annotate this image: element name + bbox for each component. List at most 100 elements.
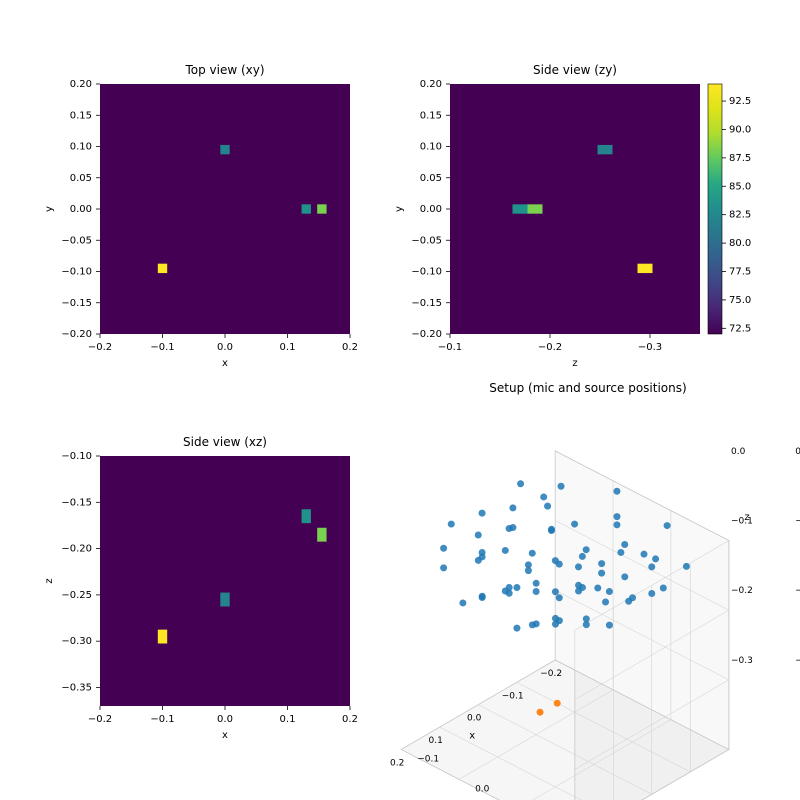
- side-zy-panel: Side view (zy)−0.1−0.2−0.3z−0.20−0.15−0.…: [394, 63, 700, 369]
- side-xz-xtick: 0.0: [217, 714, 233, 725]
- side-xz-xtick: 0.1: [280, 714, 296, 725]
- xtick3d: 0.0: [467, 714, 482, 724]
- mic-point: [533, 588, 540, 595]
- side-zy-cell: [638, 264, 653, 273]
- top-xy-ytick: 0.10: [70, 142, 92, 153]
- mic-point: [606, 622, 613, 629]
- side-xz-ytick: −0.35: [61, 682, 92, 693]
- mic-point: [664, 522, 671, 529]
- colorbar-tick: 75.0: [729, 295, 751, 306]
- mic-point: [579, 553, 586, 560]
- ytick3d: −0.1: [417, 755, 439, 765]
- colorbar-tick: 85.0: [729, 181, 751, 192]
- side-xz-cell: [302, 509, 311, 523]
- mic-point: [652, 555, 659, 562]
- side-xz-ytick: −0.15: [61, 497, 92, 508]
- side-xz-xlabel: x: [222, 730, 228, 741]
- top-xy-ytick: 0.20: [70, 79, 92, 90]
- figure-root: Top view (xy) −0.2 −0.1 0.0 0.1 0.2 x −0.20 −0.1…: [0, 0, 800, 800]
- side-zy-ytick: −0.05: [411, 235, 442, 246]
- top-xy-xtick: 0.2: [342, 342, 358, 353]
- top-xy-ylabel: y: [44, 206, 55, 212]
- mic-point: [648, 563, 655, 570]
- mic-point: [556, 594, 563, 601]
- mic-point: [529, 550, 536, 557]
- top-xy-ytick: −0.05: [61, 235, 92, 246]
- mic-point: [617, 549, 624, 556]
- colorbar-tick: 80.0: [729, 238, 751, 249]
- mic-point: [621, 573, 628, 580]
- colorbar-tick: 77.5: [729, 267, 751, 278]
- mic-point: [579, 584, 586, 591]
- mic-point: [613, 513, 620, 520]
- top-xy-title: Top view (xy): [184, 63, 264, 77]
- mic-point: [459, 599, 466, 606]
- mic-point: [583, 546, 590, 553]
- side-zy-cell: [598, 145, 613, 154]
- colorbar-tick: 90.0: [729, 124, 751, 135]
- ztick3d: −0.1: [795, 517, 800, 527]
- colorbar-tick: 92.5: [729, 96, 751, 107]
- side-xz-cell: [220, 593, 229, 607]
- side-zy-ytick: −0.10: [411, 267, 442, 278]
- mic-point: [648, 590, 655, 597]
- mic-point: [475, 532, 482, 539]
- top-xy-ytick: −0.20: [61, 329, 92, 340]
- mic-point: [540, 493, 547, 500]
- colorbar: 72.575.077.580.082.585.087.590.092.5: [708, 84, 751, 334]
- mic-point: [613, 521, 620, 528]
- mic-point: [448, 521, 455, 528]
- mic-point: [598, 570, 605, 577]
- side-zy-ytick: 0.20: [420, 79, 442, 90]
- source-point: [554, 700, 561, 707]
- top-xy-cell: [158, 264, 167, 273]
- top-xy-xtick: 0.0: [217, 342, 233, 353]
- top-xy-cell: [220, 145, 229, 154]
- side-zy-ytick: 0.15: [420, 110, 442, 121]
- top-xy-ytick: −0.15: [61, 298, 92, 309]
- mic-point: [606, 588, 613, 595]
- side-xz-cell: [317, 528, 326, 542]
- mic-point: [583, 621, 590, 628]
- top-xy-cell: [302, 204, 311, 213]
- mic-point: [506, 590, 513, 597]
- side-zy-ytick: 0.10: [420, 142, 442, 153]
- top-xy-ytick: −0.10: [61, 267, 92, 278]
- side-zy-ytick: 0.05: [420, 173, 442, 184]
- side-zy-title: Side view (zy): [533, 63, 617, 77]
- source-point: [537, 709, 544, 716]
- mic-point: [440, 564, 447, 571]
- top-xy-xlabel: x: [222, 358, 228, 369]
- side-xz-cell: [158, 630, 167, 644]
- colorbar-tick: 82.5: [729, 210, 751, 221]
- mic-point: [558, 483, 565, 490]
- ztick3d: 0.0: [795, 447, 800, 457]
- side-zy-cell: [513, 204, 528, 213]
- mic-point: [556, 561, 563, 568]
- mic-point: [640, 551, 647, 558]
- mic-point: [513, 584, 520, 591]
- mic-point: [594, 585, 601, 592]
- top-xy-xtick: −0.2: [88, 342, 112, 353]
- side-zy-xlabel: z: [572, 358, 577, 369]
- ytick3d: 0.0: [475, 784, 490, 794]
- mic-point: [602, 598, 609, 605]
- mic-point: [544, 503, 551, 510]
- mic-point: [509, 504, 516, 511]
- ztick3d-r: −0.1: [731, 517, 753, 527]
- mic-point: [629, 594, 636, 601]
- mic-point: [571, 521, 578, 528]
- side-xz-ylabel: z: [44, 578, 55, 583]
- side-xz-ytick: −0.30: [61, 636, 92, 647]
- top-xy-ytick: 0.15: [70, 110, 92, 121]
- side-xz-xtick: −0.2: [88, 714, 112, 725]
- mic-point: [502, 547, 509, 554]
- setup-3d-panel: Setup (mic and source positions)−0.2−0.1…: [390, 381, 800, 800]
- side-zy-bg: [450, 84, 700, 334]
- mic-point: [552, 588, 559, 595]
- xtick3d: 0.1: [429, 736, 443, 746]
- mic-point: [533, 580, 540, 587]
- mic-point: [479, 593, 486, 600]
- ztick3d: −0.2: [795, 586, 800, 596]
- side-zy-xtick: −0.2: [538, 342, 562, 353]
